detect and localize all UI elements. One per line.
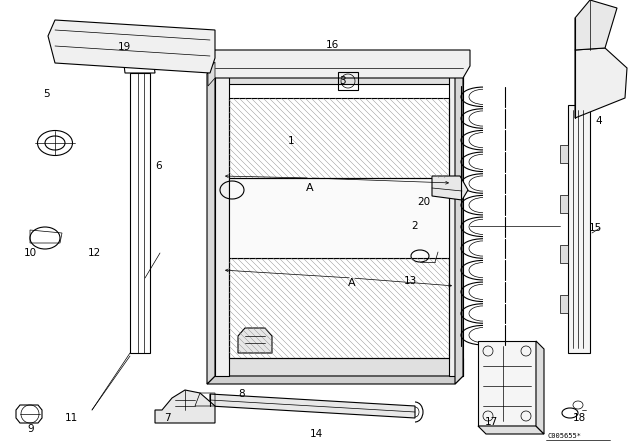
Polygon shape: [215, 66, 463, 84]
Text: C005655*: C005655*: [548, 433, 582, 439]
Text: 7: 7: [164, 413, 171, 422]
Polygon shape: [575, 48, 627, 118]
Text: A: A: [348, 278, 356, 288]
Polygon shape: [568, 105, 590, 353]
Polygon shape: [432, 176, 468, 200]
Polygon shape: [208, 62, 215, 86]
Text: 8: 8: [239, 389, 245, 399]
Polygon shape: [48, 20, 215, 73]
Text: 4: 4: [595, 116, 602, 126]
Polygon shape: [478, 426, 544, 434]
Text: 20: 20: [417, 198, 430, 207]
Text: 3: 3: [339, 76, 346, 86]
Text: A: A: [306, 183, 314, 193]
Polygon shape: [207, 66, 215, 384]
Polygon shape: [478, 341, 536, 426]
Text: 5: 5: [43, 89, 49, 99]
Text: 19: 19: [118, 42, 131, 52]
Polygon shape: [208, 50, 470, 78]
Polygon shape: [449, 66, 463, 376]
Polygon shape: [560, 295, 568, 313]
Text: 14: 14: [310, 429, 323, 439]
Polygon shape: [207, 66, 463, 74]
Text: 9: 9: [28, 424, 34, 434]
Polygon shape: [536, 341, 544, 434]
Text: 11: 11: [65, 413, 78, 422]
Text: 12: 12: [88, 248, 101, 258]
Text: 10: 10: [24, 248, 37, 258]
Polygon shape: [455, 66, 463, 384]
Polygon shape: [560, 245, 568, 263]
Bar: [229, 258, 449, 358]
Bar: [229, 98, 449, 178]
Polygon shape: [560, 145, 568, 163]
Polygon shape: [560, 195, 568, 213]
Text: 15: 15: [589, 224, 602, 233]
Text: 18: 18: [573, 413, 586, 422]
Text: 1: 1: [288, 136, 294, 146]
Polygon shape: [210, 394, 415, 418]
Polygon shape: [215, 66, 229, 376]
Polygon shape: [575, 0, 617, 50]
Polygon shape: [207, 376, 463, 384]
Text: 6: 6: [156, 161, 162, 171]
Polygon shape: [215, 358, 463, 376]
Bar: [229, 178, 449, 258]
Polygon shape: [238, 328, 272, 353]
Text: 16: 16: [326, 40, 339, 50]
Text: 2: 2: [412, 221, 418, 231]
Text: 13: 13: [404, 276, 417, 286]
Polygon shape: [155, 390, 215, 423]
Bar: [338, 72, 358, 90]
Text: 17: 17: [485, 417, 498, 427]
